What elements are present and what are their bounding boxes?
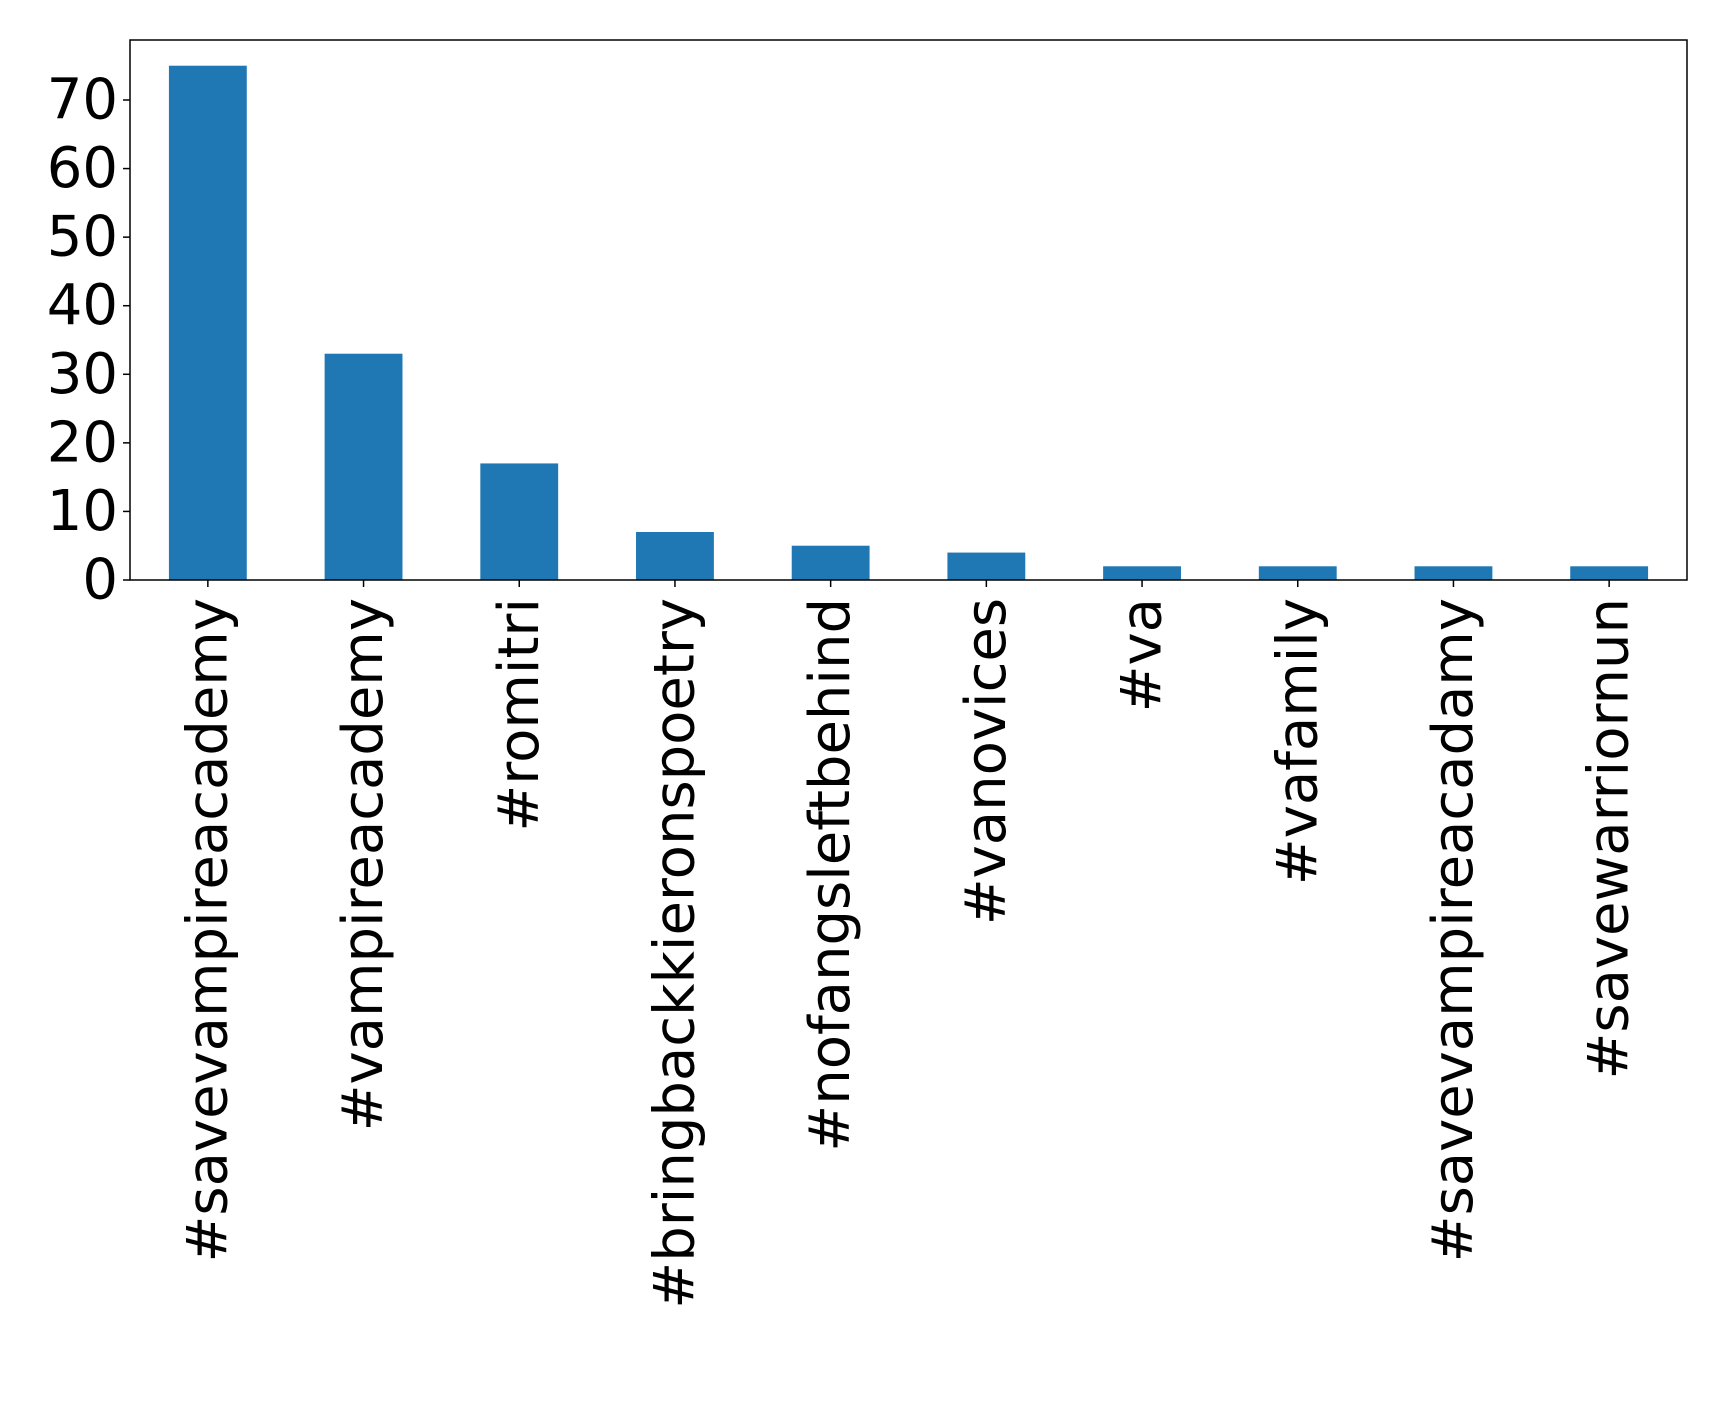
x-tick-label: #va [1110,598,1175,712]
bar [1414,566,1493,580]
bar [1103,566,1181,580]
x-tick-label: #nofangsleftbehind [798,598,863,1152]
bar [636,532,714,580]
x-tick-label: #savevampireacademy [175,598,240,1262]
x-tick-label: #vanovices [954,598,1019,925]
y-tick-label: 40 [47,273,118,338]
bar [324,353,403,580]
y-tick-label: 10 [47,479,118,544]
x-tick-label: #romitri [487,598,552,832]
bar [1570,566,1649,580]
plot-frame [129,39,1688,581]
y-tick-label: 30 [47,342,118,407]
bar [480,463,559,580]
x-tick-label: #savevampireacadamy [1421,598,1486,1262]
y-tick-label: 70 [47,68,118,133]
x-axis-ticks: #savevampireacademy #vampireacademy #romit… [175,580,1642,1309]
x-tick-label: #vampireacademy [331,598,396,1131]
y-tick-label: 50 [47,205,118,270]
x-tick-label: #bringbackkieronspoetry [642,598,707,1309]
x-tick-label: #vafamily [1265,598,1330,885]
bar [791,545,870,580]
bar [1258,566,1337,580]
y-tick-label: 20 [47,410,118,475]
bar [947,552,1026,580]
y-tick-label: 0 [82,548,118,613]
y-tick-label: 60 [47,136,118,201]
bars-group [168,65,1649,580]
x-tick-label: #savewarriornun [1577,598,1642,1080]
bar [168,65,247,580]
